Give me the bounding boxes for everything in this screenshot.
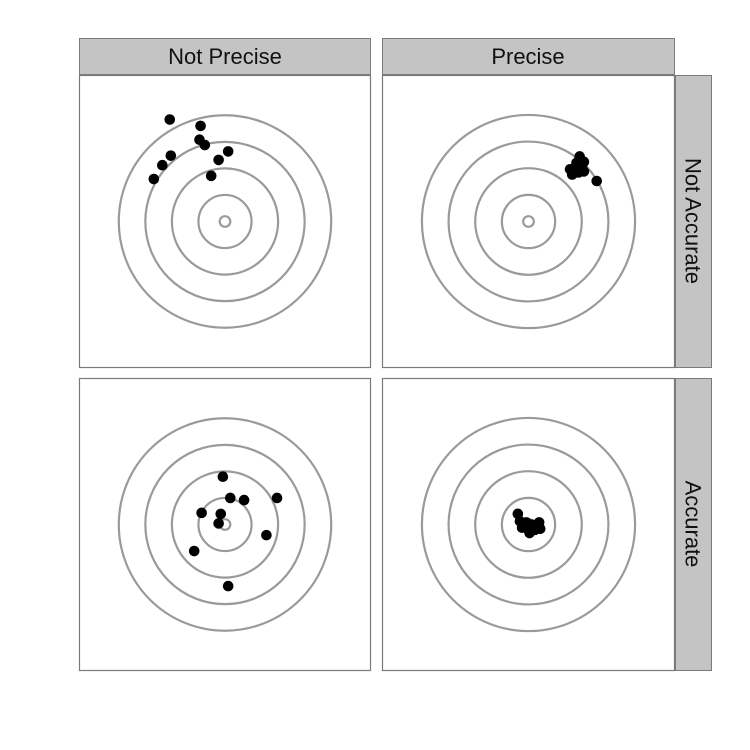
shot-point xyxy=(213,518,224,529)
shot-point xyxy=(205,170,217,182)
target-ring-5 xyxy=(420,416,637,633)
shot-point xyxy=(222,580,234,592)
target-ring-3 xyxy=(474,470,583,579)
row-strip-label: Accurate xyxy=(681,481,706,568)
row-strip-label: Not Accurate xyxy=(681,158,706,284)
target-ring-5 xyxy=(117,417,333,632)
target-ring-4 xyxy=(144,140,306,303)
panel-precise-not-accurate xyxy=(381,74,676,369)
column-strip-precise: Precise xyxy=(382,38,675,75)
shot-point xyxy=(261,529,272,541)
panel-precise-accurate xyxy=(381,377,676,672)
target-ring-1 xyxy=(522,215,535,228)
shot-point xyxy=(215,508,227,520)
column-strip-not-precise: Not Precise xyxy=(79,38,371,75)
shot-point xyxy=(157,159,168,171)
target-ring-2 xyxy=(500,496,557,553)
target-ring-3 xyxy=(474,167,583,276)
shot-point xyxy=(591,175,603,187)
shot-point xyxy=(524,527,535,539)
column-strip-label: Precise xyxy=(491,44,564,69)
target-ring-2 xyxy=(197,496,253,553)
panel-not-precise-not-accurate xyxy=(78,74,372,369)
row-strip-accurate: Accurate xyxy=(675,378,712,671)
target-ring-3 xyxy=(170,167,280,276)
target-ring-4 xyxy=(144,443,306,606)
shot-point xyxy=(271,492,283,504)
shot-point xyxy=(578,166,590,177)
target-ring-4 xyxy=(447,140,610,303)
target-ring-2 xyxy=(500,193,557,250)
shot-point xyxy=(213,154,224,166)
shot-point xyxy=(188,545,200,557)
row-strip-not-accurate: Not Accurate xyxy=(675,75,712,368)
shot-point xyxy=(225,492,236,504)
target-ring-5 xyxy=(117,114,333,329)
column-strip-label: Not Precise xyxy=(168,44,282,69)
shot-point xyxy=(164,114,176,125)
shot-point xyxy=(534,523,546,535)
shot-point xyxy=(196,507,207,519)
shot-point xyxy=(566,169,578,180)
shot-point xyxy=(238,494,250,506)
target-ring-4 xyxy=(447,443,610,606)
shot-point xyxy=(222,146,234,157)
shot-point xyxy=(195,120,206,132)
target-ring-1 xyxy=(218,215,232,228)
shot-point xyxy=(199,139,211,151)
panel-not-precise-accurate xyxy=(78,377,372,672)
target-ring-5 xyxy=(420,113,637,330)
target-ring-3 xyxy=(170,470,280,579)
shot-point xyxy=(148,173,160,185)
shot-point xyxy=(165,150,177,161)
target-ring-2 xyxy=(197,193,253,250)
shot-point xyxy=(217,471,229,483)
